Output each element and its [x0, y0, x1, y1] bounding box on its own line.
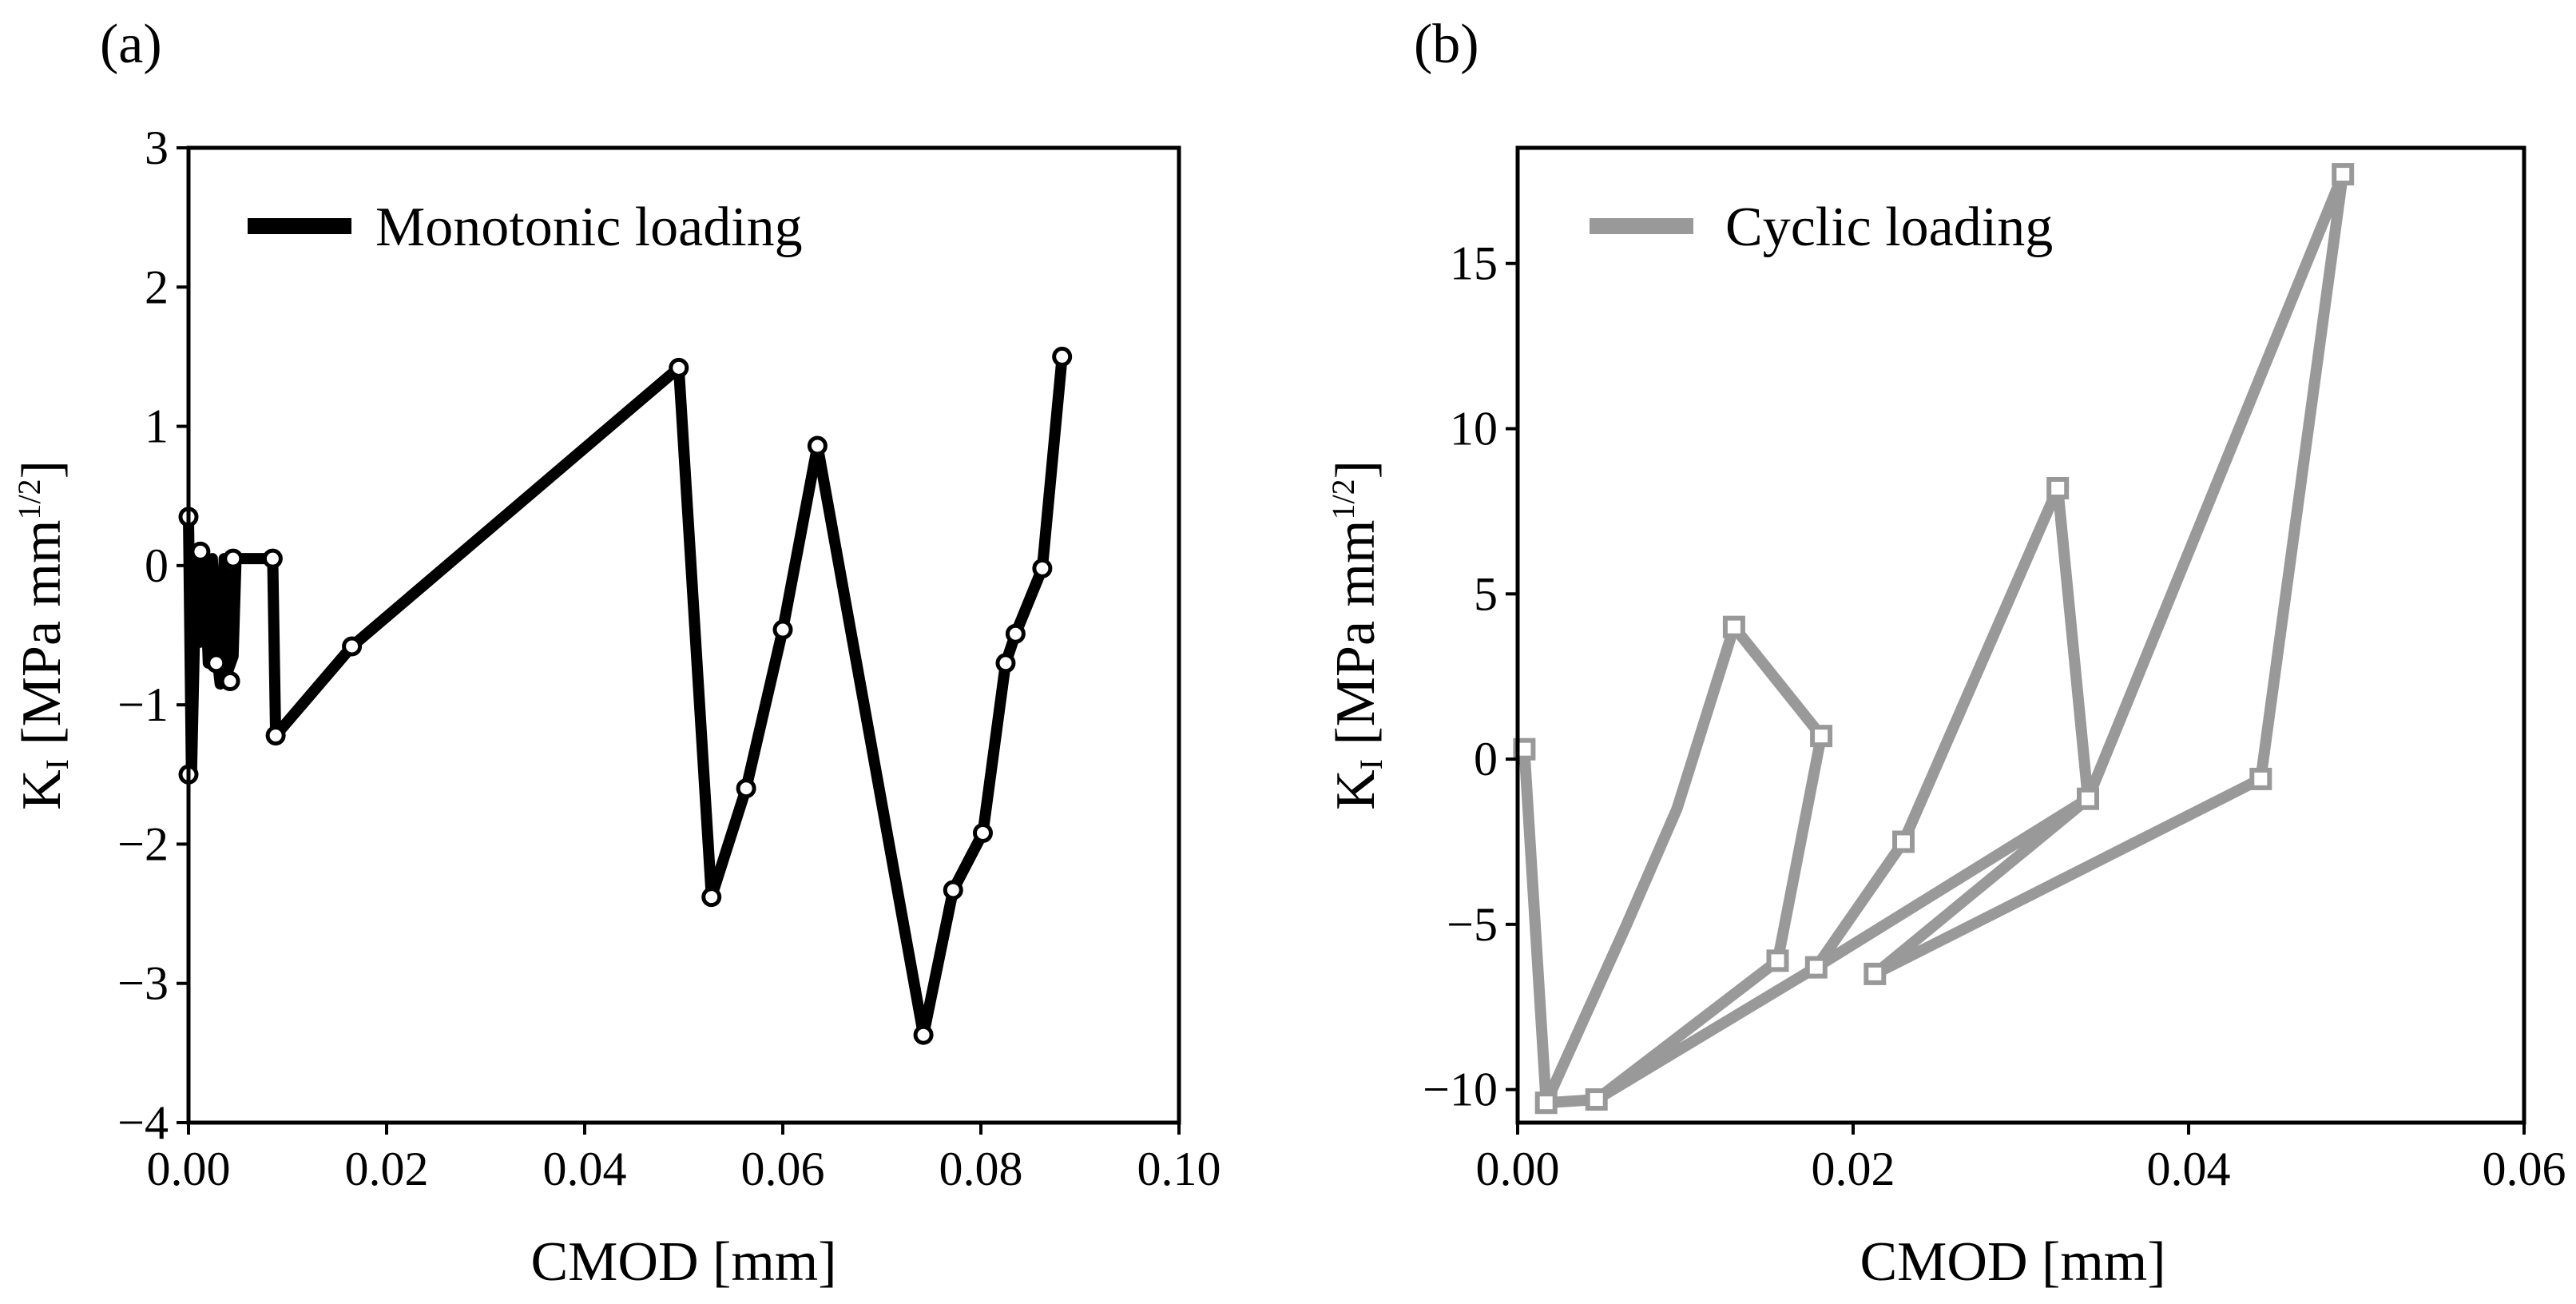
- panel-a-y-tick-label: 1: [145, 400, 169, 453]
- panel-a-y-ticks: −4 −3 −2 −1 0 1 2 3: [117, 121, 189, 1149]
- panel-a-x-tick-label: 0.08: [939, 1143, 1023, 1195]
- panel-b-x-axis-title: CMOD [mm]: [1860, 1231, 2165, 1293]
- panel-b-y-ticks: −10 −5 0 5 10 15: [1423, 237, 1518, 1116]
- panel-a-data-point: [772, 619, 793, 640]
- panel-a-x-ticks: 0.00 0.02 0.04 0.06 0.08 0.10: [147, 1123, 1221, 1195]
- panel-b-data-point: [1810, 725, 1833, 748]
- panel-b-data-point: [2249, 767, 2272, 790]
- panel-a-y-tick-label: −2: [117, 817, 169, 870]
- panel-a-data-point: [736, 778, 756, 799]
- panel-b-y-tick-label: 10: [1450, 403, 1498, 455]
- panel-b-x-tick-label: 0.06: [2483, 1143, 2566, 1195]
- panel-b-x-ticks: 0.00 0.02 0.04 0.06: [1476, 1123, 2566, 1195]
- panel-a-data-point: [1005, 623, 1026, 644]
- panel-b-data-point: [1513, 737, 1536, 761]
- panel-b-data-point: [2332, 163, 2355, 186]
- panel-a-data-point: [1052, 346, 1073, 367]
- panel-a-x-tick-label: 0.04: [543, 1143, 627, 1195]
- panel-a-label: (a): [100, 14, 162, 75]
- panel-b-y-tick-label: −5: [1447, 898, 1498, 951]
- panel-b-data-point: [1864, 962, 1887, 985]
- panel-a-y-axis-title: KI [MPa mm1/2]: [11, 460, 75, 810]
- panel-a-axes-frame: [186, 145, 1181, 1125]
- panel-b-x-tick-label: 0.02: [1812, 1143, 1895, 1195]
- panel-a-data-point: [220, 671, 240, 692]
- panel-a-data-point: [913, 1024, 934, 1045]
- panel-b-label: (b): [1414, 14, 1479, 75]
- panel-a-data-point: [342, 636, 363, 657]
- panel-a-x-tick-label: 0.10: [1137, 1143, 1221, 1195]
- panel-a-y-tick-label: −4: [117, 1096, 169, 1149]
- panel-b-y-tick-label: 15: [1450, 237, 1498, 290]
- panel-a-data-point: [807, 435, 828, 456]
- panel-b-data-point: [1804, 956, 1828, 979]
- panel-b-x-tick-label: 0.00: [1476, 1143, 1560, 1195]
- panel-a-y-tick-label: 3: [145, 121, 169, 174]
- panel-a: (a) 0.00 0.02 0.04 0.06 0.08 0.10 −4 −3 −2 −1 0 1 2…: [11, 14, 1221, 1293]
- panel-a-legend-label: Monotonic loading: [375, 197, 803, 258]
- panel-b-y-tick-label: 5: [1474, 567, 1498, 620]
- panel-b-data-point: [1766, 949, 1789, 972]
- panel-b-data-point: [2046, 476, 2070, 499]
- panel-a-data-point: [262, 548, 283, 569]
- panel-a-x-tick-label: 0.06: [741, 1143, 825, 1195]
- panel-b: (b) 0.00 0.02 0.04 0.06 −10 −5 0 5 10 15 CMOD [m…: [1325, 14, 2566, 1293]
- panel-b-legend-label: Cyclic loading: [1725, 197, 2053, 258]
- panel-a-y-tick-label: 0: [145, 539, 169, 592]
- panel-a-x-axis-title: CMOD [mm]: [530, 1231, 836, 1293]
- panel-a-y-tick-label: −1: [117, 678, 169, 731]
- panel-b-axes-frame: [1515, 145, 2526, 1125]
- panel-a-data-point: [223, 548, 244, 569]
- panel-a-data-point: [1032, 558, 1053, 578]
- panel-a-data-point: [701, 887, 722, 908]
- panel-a-x-tick-label: 0.02: [345, 1143, 429, 1195]
- panel-a-y-tick-label: −3: [117, 957, 169, 1010]
- panel-b-x-tick-label: 0.04: [2147, 1143, 2231, 1195]
- panel-b-data-point: [1534, 1091, 1558, 1115]
- panel-b-plot-area: [1513, 163, 2355, 1115]
- panel-a-data-point: [265, 725, 286, 745]
- panel-a-data-point: [206, 653, 227, 674]
- panel-b-data-point: [1892, 830, 1915, 853]
- panel-b-series-line: [1518, 169, 2349, 1109]
- panel-b-data-point: [2077, 787, 2099, 810]
- panel-a-data-point: [972, 822, 993, 843]
- panel-a-data-point: [995, 653, 1016, 674]
- panel-b-data-point: [1722, 615, 1745, 638]
- panel-b-y-axis-title: KI [MPa mm1/2]: [1325, 460, 1389, 810]
- panel-a-x-tick-label: 0.00: [147, 1143, 231, 1195]
- panel-a-data-point: [190, 541, 211, 562]
- panel-a-plot-area: [178, 346, 1073, 1045]
- panel-a-data-point: [669, 357, 689, 378]
- panel-a-y-tick-label: 2: [145, 260, 169, 313]
- panel-b-y-tick-label: 0: [1474, 733, 1498, 785]
- panel-b-y-tick-label: −10: [1423, 1063, 1498, 1116]
- panel-a-series-line: [183, 351, 1068, 1041]
- panel-a-data-point: [943, 880, 963, 900]
- panel-b-data-point: [1585, 1088, 1608, 1111]
